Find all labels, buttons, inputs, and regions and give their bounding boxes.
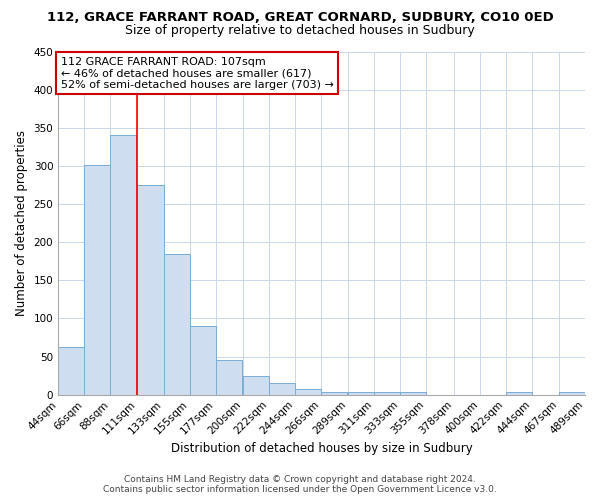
Bar: [321, 392, 347, 394]
Bar: [348, 392, 374, 394]
Text: Contains HM Land Registry data © Crown copyright and database right 2024.
Contai: Contains HM Land Registry data © Crown c…: [103, 474, 497, 494]
Bar: [295, 390, 321, 394]
Text: Size of property relative to detached houses in Sudbury: Size of property relative to detached ho…: [125, 24, 475, 37]
Bar: [215, 360, 242, 394]
Bar: [374, 392, 400, 394]
Bar: [110, 136, 136, 394]
Bar: [84, 165, 110, 394]
Bar: [400, 392, 427, 394]
Bar: [58, 348, 84, 395]
Bar: [559, 392, 585, 394]
Bar: [137, 185, 164, 394]
Y-axis label: Number of detached properties: Number of detached properties: [15, 130, 28, 316]
X-axis label: Distribution of detached houses by size in Sudbury: Distribution of detached houses by size …: [171, 442, 472, 455]
Text: 112 GRACE FARRANT ROAD: 107sqm
← 46% of detached houses are smaller (617)
52% of: 112 GRACE FARRANT ROAD: 107sqm ← 46% of …: [61, 57, 334, 90]
Bar: [164, 254, 190, 394]
Bar: [243, 376, 269, 394]
Bar: [190, 326, 215, 394]
Text: 112, GRACE FARRANT ROAD, GREAT CORNARD, SUDBURY, CO10 0ED: 112, GRACE FARRANT ROAD, GREAT CORNARD, …: [47, 11, 553, 24]
Bar: [506, 392, 532, 394]
Bar: [269, 384, 295, 394]
